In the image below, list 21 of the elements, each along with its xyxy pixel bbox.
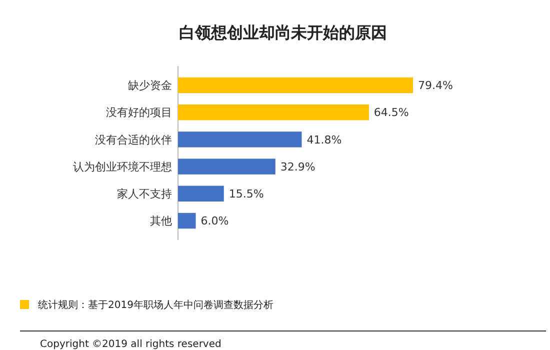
text: 统计规则：基于2019年职场人年中问卷调查数据分析 (38, 299, 274, 311)
y-tick-label: 其他 (150, 214, 172, 228)
data-label: 41.8% (306, 133, 342, 146)
data-label: 15.5% (228, 188, 264, 201)
y-tick-label: 没有合适的伙伴 (95, 133, 172, 146)
bar (178, 186, 224, 202)
bar (178, 158, 276, 174)
data-label: 79.4% (418, 79, 453, 92)
bar (178, 104, 369, 120)
y-tick-label: 家人不支持 (117, 188, 172, 201)
data-label: 32.9% (280, 160, 316, 174)
chart-title: 白领想创业却尚未开始的原因 (179, 23, 387, 42)
bar (178, 132, 302, 148)
y-tick-label: 认为创业环境不理想 (73, 160, 172, 174)
bar (178, 77, 413, 94)
data-label: 6.0% (200, 214, 229, 228)
text: Copyright ©2019 all rights reserved (40, 339, 222, 350)
y-tick-label: 没有好的项目 (106, 106, 172, 120)
data-label: 64.5% (374, 106, 409, 120)
bar (178, 212, 196, 229)
y-tick-label: 缺少资金 (128, 79, 172, 92)
